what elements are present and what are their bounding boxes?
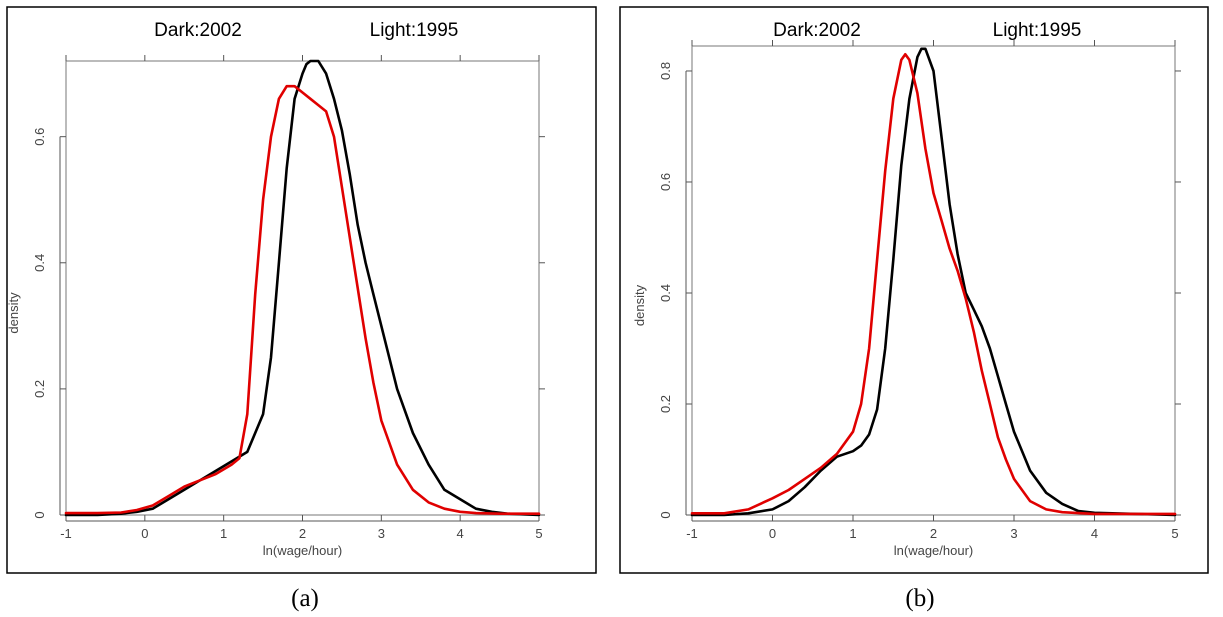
panel-caption: (a) [291,585,319,612]
chart-a-svg: Dark:2002 Light:1995 -1 0 1 2 3 4 5 0 0.2 0.4 0.6 ln(… [6,6,597,612]
x-tick-label: -1 [60,526,72,541]
legend-label-2002: Dark:2002 [773,20,861,41]
x-tick-label: 5 [535,526,542,541]
y-tick-label: 0.4 [658,284,673,302]
y-tick-label: 0.4 [32,254,47,272]
x-tick-label: 0 [769,526,776,541]
chart-panel-a: Dark:2002 Light:1995 -1 0 1 2 3 4 5 0 0.2 0.4 0.6 ln(… [0,0,611,617]
y-tick-label: 0 [658,511,673,518]
y-axis-label: density [6,292,21,334]
outer-frame [6,6,597,574]
x-tick-label: -1 [686,526,698,541]
y-tick-label: 0.2 [658,395,673,413]
series-line-2002 [690,47,1177,517]
panel-caption: (b) [905,585,934,612]
y-axis-label-bg [8,283,22,343]
y-tick-label: 0.6 [32,128,47,146]
legend-label-1995: Light:1995 [993,20,1082,41]
x-axis-label: ln(wage/hour) [894,543,974,558]
y-tick-label: 0.8 [658,62,673,80]
x-tick-label: 3 [1010,526,1017,541]
x-tick-label: 4 [457,526,464,541]
x-tick-label: 1 [220,526,227,541]
y-tick-label: 0 [32,511,47,518]
x-tick-label: 2 [930,526,937,541]
y-tick-label: 0.6 [658,173,673,191]
x-tick-label: 5 [1171,526,1178,541]
chart-panel-b: Dark:2002 Light:1995 -1 0 1 2 3 4 5 0 0.2 0.4 0.6 0.8… [612,0,1223,617]
x-tick-label: 0 [141,526,148,541]
x-tick-label: 3 [378,526,385,541]
outer-frame [619,6,1209,574]
y-axis-label-bg [634,275,648,336]
series-line-1995 [64,84,541,515]
legend-label-1995: Light:1995 [370,20,459,41]
series-line-2002 [64,59,541,517]
x-tick-label: 2 [299,526,306,541]
plot-area [65,60,540,516]
x-tick-label: 1 [849,526,856,541]
x-axis-label: ln(wage/hour) [263,543,343,558]
plot-area [691,45,1176,516]
legend-label-2002: Dark:2002 [154,20,242,41]
chart-b-svg: Dark:2002 Light:1995 -1 0 1 2 3 4 5 0 0.2 0.4 0.6 0.8… [619,6,1209,612]
y-tick-label: 0.2 [32,380,47,398]
y-axis-label: density [632,284,647,326]
x-tick-label: 4 [1091,526,1098,541]
series-line-1995 [690,53,1177,516]
